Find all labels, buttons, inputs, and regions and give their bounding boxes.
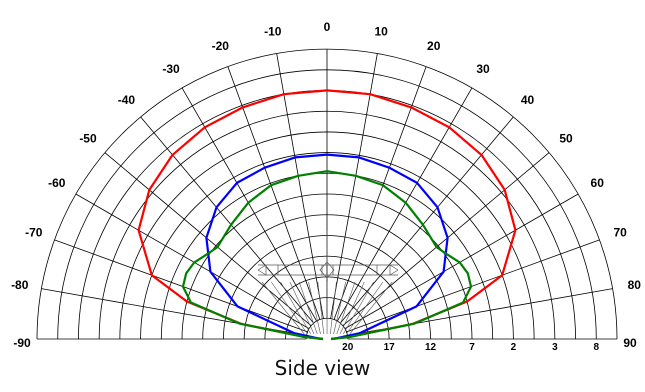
polar-grid <box>36 48 618 340</box>
luminaire-outline <box>339 281 365 335</box>
radial-tick-label: 12 <box>425 342 437 353</box>
radial-tick-label: 3 <box>552 342 558 353</box>
angle-label: -70 <box>25 225 43 239</box>
angle-label: 0 <box>324 20 331 34</box>
luminaire-outline <box>346 281 384 335</box>
luminaire-outline <box>257 269 267 276</box>
grid-spoke <box>227 66 321 320</box>
angle-label: 30 <box>476 62 490 76</box>
grid-spoke <box>330 53 378 319</box>
radial-tick-label: 8 <box>594 342 600 353</box>
grid-spoke <box>54 239 308 333</box>
luminaire-outline <box>261 281 305 335</box>
luminaire-outline <box>319 261 335 279</box>
angle-label: -40 <box>118 93 136 107</box>
luminaire-outline <box>289 281 315 335</box>
luminaire-outline <box>333 281 346 335</box>
radial-tick-label: 2 <box>511 342 517 353</box>
luminaire-outline <box>308 281 321 335</box>
luminaire-outline <box>336 281 356 335</box>
luminaire-outline <box>389 269 399 276</box>
luminaire-outline <box>280 281 312 335</box>
grid-spoke <box>342 152 550 326</box>
grid-spoke <box>75 193 310 329</box>
grid-spoke <box>333 66 427 320</box>
angle-label: -80 <box>11 278 29 292</box>
luminaire-outline <box>389 264 399 271</box>
angle-label: -50 <box>79 131 97 145</box>
angle-label: 60 <box>591 176 605 190</box>
grid-spoke <box>344 193 579 329</box>
radial-tick-label: 17 <box>384 342 396 353</box>
angle-label: 80 <box>628 278 642 292</box>
grid-spoke <box>181 87 317 322</box>
angle-label: 10 <box>374 25 388 39</box>
luminaire-outline <box>257 264 267 271</box>
angle-label: 70 <box>614 225 628 239</box>
radial-tick-label: 7 <box>469 342 475 353</box>
angle-label: -90 <box>13 336 31 350</box>
angle-label: 90 <box>623 336 637 350</box>
luminaire-outline <box>349 281 393 335</box>
luminaire-outline <box>343 281 374 335</box>
polar-chart: -90 -80 -70 -60 -50 -40 -30 -20 -10 0 10 20 30 40 50 60… <box>11 20 641 353</box>
angle-label: -60 <box>48 176 66 190</box>
luminaire-outline <box>271 281 308 335</box>
angle-label: -30 <box>162 62 180 76</box>
luminaire-drawing <box>257 230 399 335</box>
grid-spoke <box>337 87 473 322</box>
grid-spoke <box>104 152 312 326</box>
angle-label: -10 <box>264 25 282 39</box>
luminaire-outline <box>298 281 318 335</box>
angle-labels: -90 -80 -70 -60 -50 -40 -30 -20 -10 0 10 20 30 40 50 60… <box>11 20 641 350</box>
angle-label: 20 <box>427 39 441 53</box>
angle-label: 50 <box>559 131 573 145</box>
radial-tick-label: 20 <box>342 342 354 353</box>
grid-spoke <box>276 53 324 319</box>
luminaire-outline <box>329 281 337 335</box>
grid-spoke <box>340 116 514 324</box>
angle-label: 40 <box>521 93 535 107</box>
radial-labels: 20 17 12 7 2 3 8 <box>342 342 599 353</box>
intensity-curves <box>137 89 517 341</box>
series-2-curve <box>205 153 449 341</box>
chart-caption: Side view <box>274 356 371 380</box>
angle-label: -20 <box>212 39 230 53</box>
series-3-curve <box>181 170 473 341</box>
luminaire-outline <box>317 281 325 335</box>
series-1-curve <box>137 89 517 341</box>
grid-spoke <box>346 239 600 333</box>
